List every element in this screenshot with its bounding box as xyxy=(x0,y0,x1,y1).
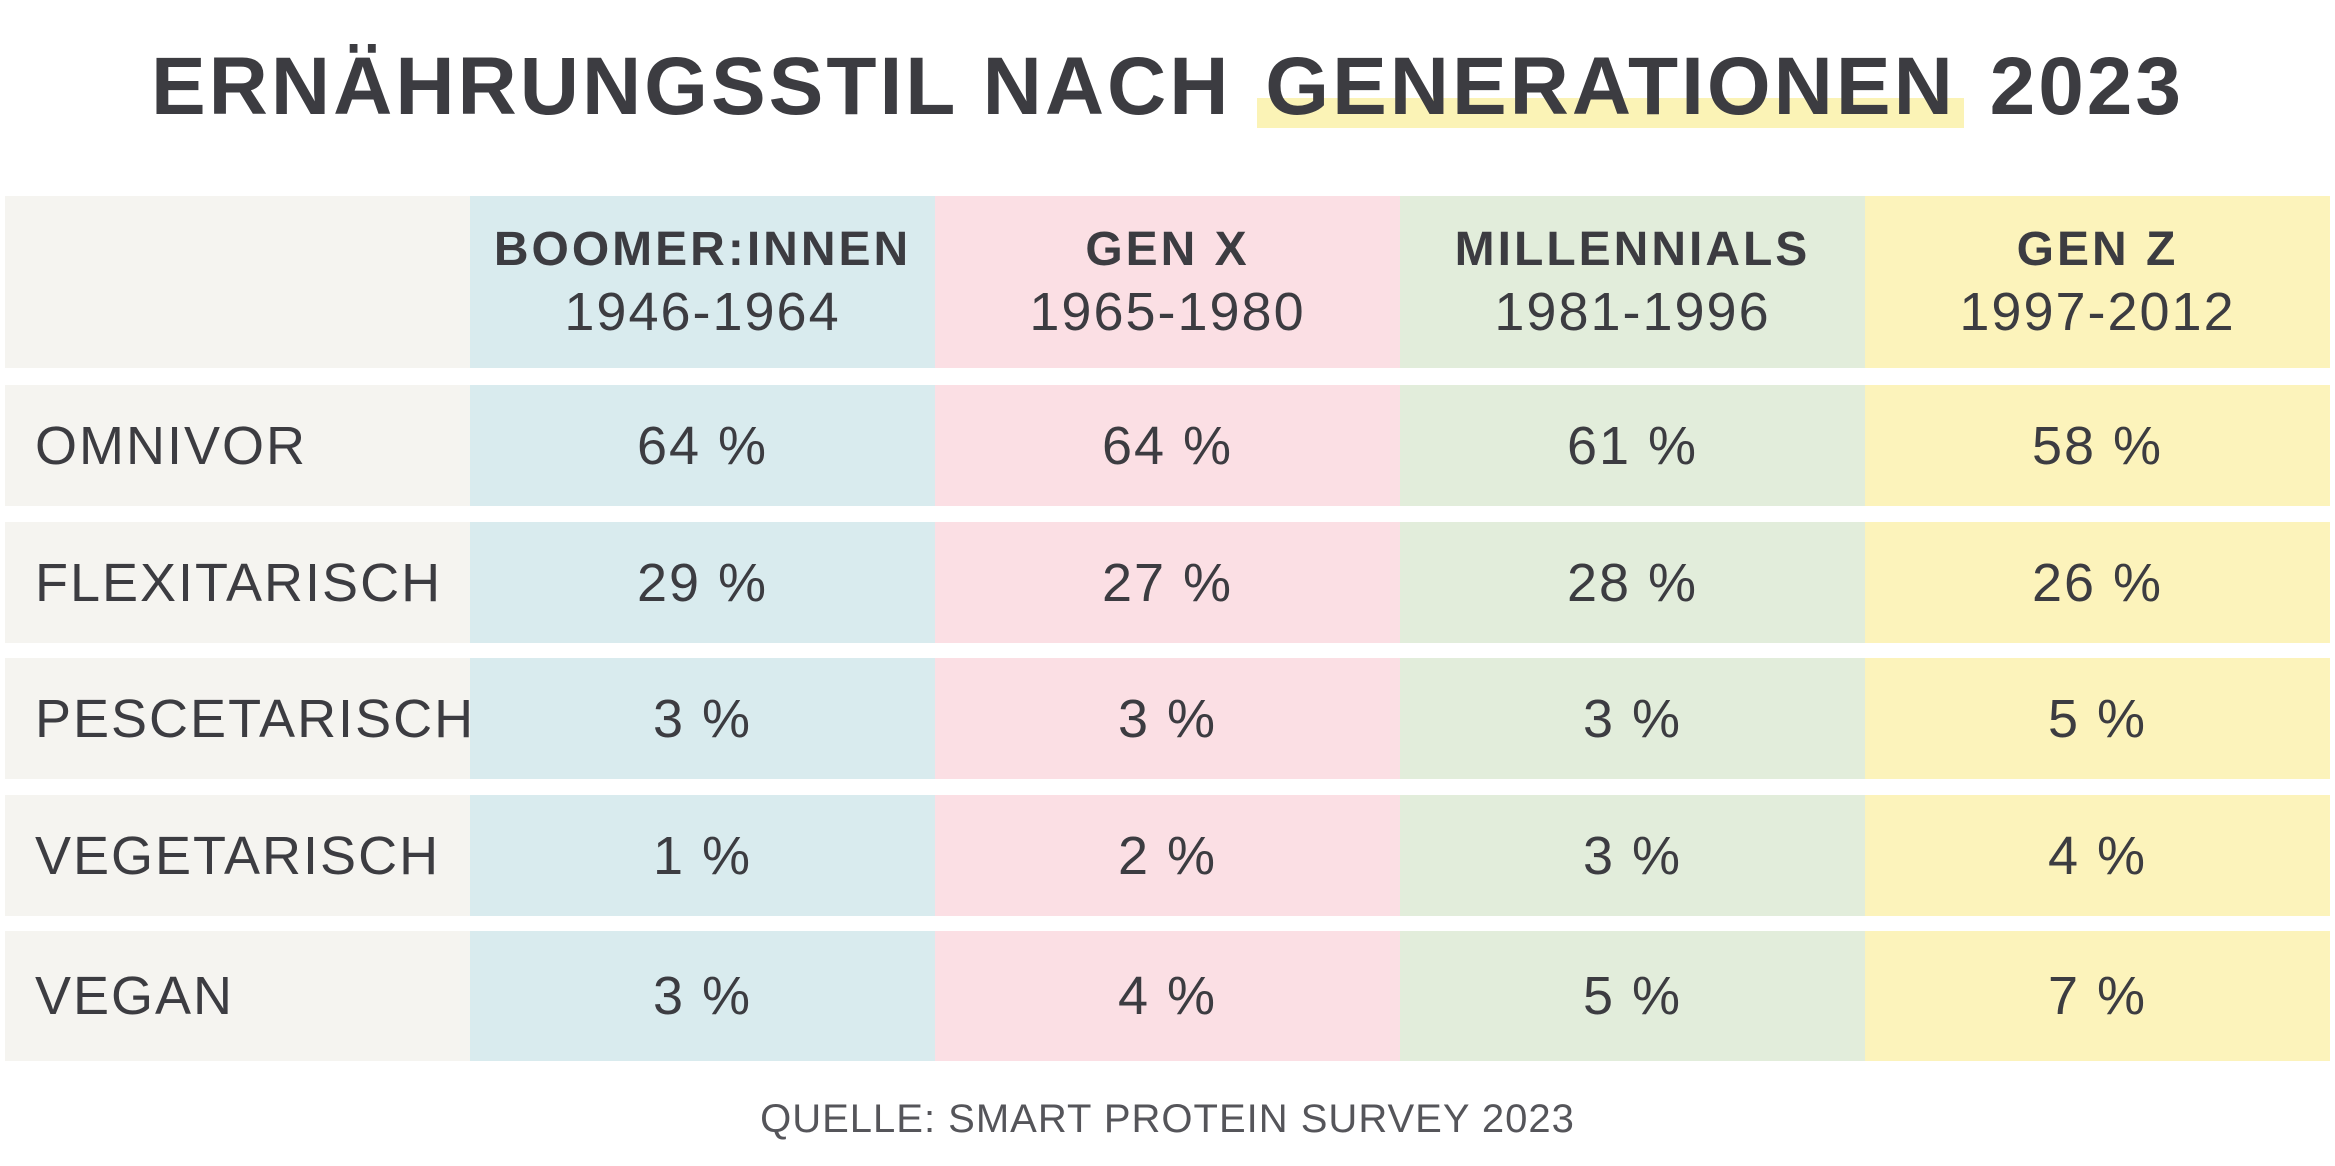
column-header: GEN Z 1997-2012 xyxy=(1865,196,2330,368)
value-cell: 3 % xyxy=(935,658,1400,779)
value-cell: 58 % xyxy=(1865,385,2330,506)
value-cell: 7 % xyxy=(1865,931,2330,1061)
row-label: VEGAN xyxy=(5,931,470,1061)
value-cell: 26 % xyxy=(1865,522,2330,643)
column-header: GEN X 1965-1980 xyxy=(935,196,1400,368)
generation-name: BOOMER:INNEN xyxy=(493,222,912,276)
value-cell: 4 % xyxy=(1865,795,2330,916)
title-highlight: GENERATIONEN xyxy=(1257,41,1964,132)
generation-name: GEN X xyxy=(1085,222,1250,276)
column-header: MILLENNIALS 1981-1996 xyxy=(1400,196,1865,368)
value-cell: 29 % xyxy=(470,522,935,643)
header-corner-cell xyxy=(5,196,470,368)
row-label: VEGETARISCH xyxy=(5,795,470,916)
value-cell: 3 % xyxy=(470,931,935,1061)
generation-years: 1997-2012 xyxy=(1959,281,2236,342)
generation-name: GEN Z xyxy=(2016,222,2179,276)
generation-years: 1946-1964 xyxy=(564,281,841,342)
value-cell: 28 % xyxy=(1400,522,1865,643)
row-label: FLEXITARISCH xyxy=(5,522,470,643)
value-cell: 64 % xyxy=(935,385,1400,506)
row-label: OMNIVOR xyxy=(5,385,470,506)
value-cell: 3 % xyxy=(1400,795,1865,916)
value-cell: 3 % xyxy=(1400,658,1865,779)
title-suffix: 2023 xyxy=(1963,41,2185,132)
value-cell: 3 % xyxy=(470,658,935,779)
column-header: BOOMER:INNEN 1946-1964 xyxy=(470,196,935,368)
value-cell: 4 % xyxy=(935,931,1400,1061)
generation-years: 1965-1980 xyxy=(1029,281,1306,342)
generation-years: 1981-1996 xyxy=(1494,281,1771,342)
value-cell: 5 % xyxy=(1865,658,2330,779)
value-cell: 27 % xyxy=(935,522,1400,643)
value-cell: 64 % xyxy=(470,385,935,506)
source-note: QUELLE: SMART PROTEIN SURVEY 2023 xyxy=(760,1097,1575,1141)
value-cell: 2 % xyxy=(935,795,1400,916)
value-cell: 5 % xyxy=(1400,931,1865,1061)
value-cell: 1 % xyxy=(470,795,935,916)
value-cell: 61 % xyxy=(1400,385,1865,506)
generation-name: MILLENNIALS xyxy=(1454,222,1811,276)
row-label: PESCETARISCH xyxy=(5,658,473,779)
title-prefix: ERNÄHRUNGSSTIL NACH xyxy=(150,41,1258,132)
chart-title: ERNÄHRUNGSSTIL NACH GENERATIONEN 2023 xyxy=(0,40,2335,134)
